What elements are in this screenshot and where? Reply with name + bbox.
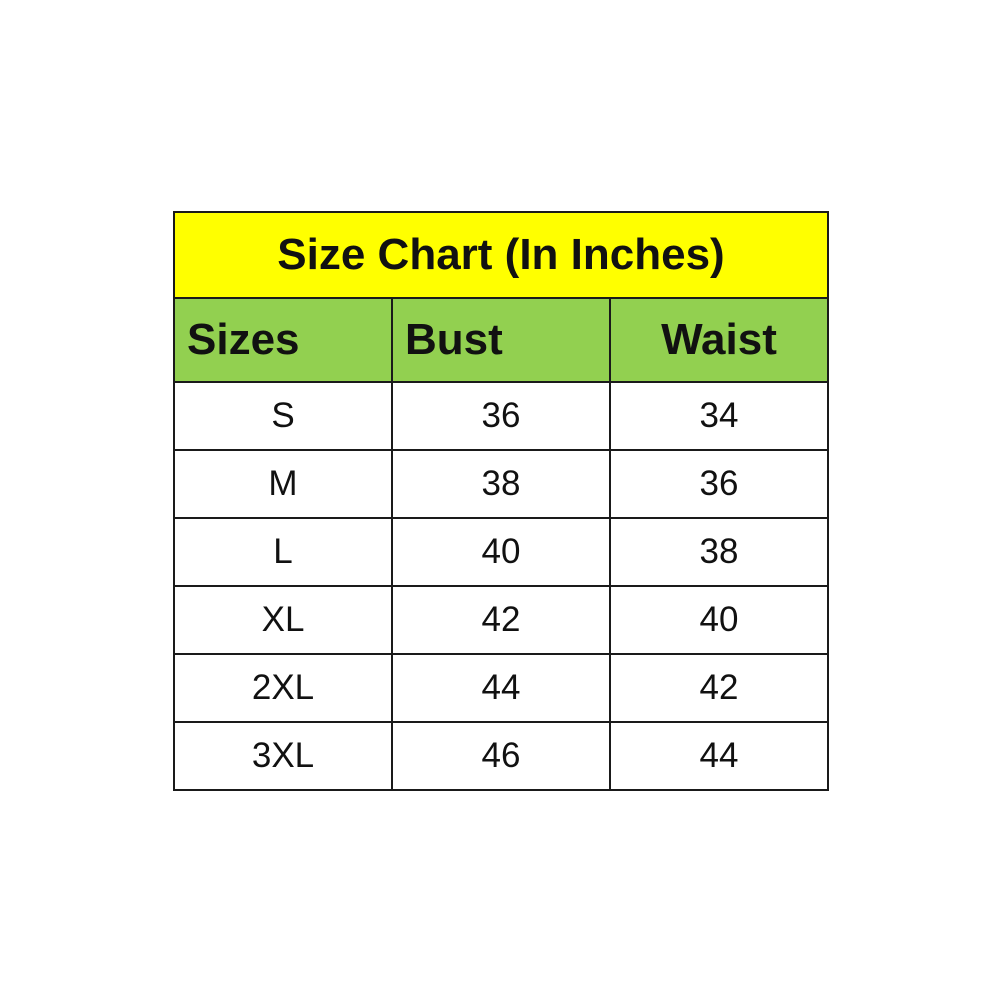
header-row: Sizes Bust Waist (173, 297, 829, 383)
title-row: Size Chart (In Inches) (173, 211, 829, 299)
waist-cell: 36 (609, 449, 829, 519)
size-cell: 3XL (173, 721, 393, 791)
size-cell: 2XL (173, 653, 393, 723)
bust-cell: 44 (391, 653, 611, 723)
bust-cell: 36 (391, 381, 611, 451)
waist-cell: 34 (609, 381, 829, 451)
waist-cell: 40 (609, 585, 829, 655)
waist-cell: 44 (609, 721, 829, 791)
table-row: 3XL 46 44 (173, 721, 829, 791)
size-cell: L (173, 517, 393, 587)
size-cell: S (173, 381, 393, 451)
header-waist: Waist (609, 297, 829, 383)
table-row: S 36 34 (173, 381, 829, 451)
bust-cell: 40 (391, 517, 611, 587)
table-row: 2XL 44 42 (173, 653, 829, 723)
header-sizes: Sizes (173, 297, 393, 383)
bust-cell: 46 (391, 721, 611, 791)
header-bust: Bust (391, 297, 611, 383)
table-title: Size Chart (In Inches) (173, 211, 829, 299)
table-row: L 40 38 (173, 517, 829, 587)
bust-cell: 42 (391, 585, 611, 655)
size-chart-table: Size Chart (In Inches) Sizes Bust Waist … (173, 211, 829, 791)
size-cell: M (173, 449, 393, 519)
waist-cell: 38 (609, 517, 829, 587)
waist-cell: 42 (609, 653, 829, 723)
table-row: M 38 36 (173, 449, 829, 519)
table-row: XL 42 40 (173, 585, 829, 655)
bust-cell: 38 (391, 449, 611, 519)
size-cell: XL (173, 585, 393, 655)
